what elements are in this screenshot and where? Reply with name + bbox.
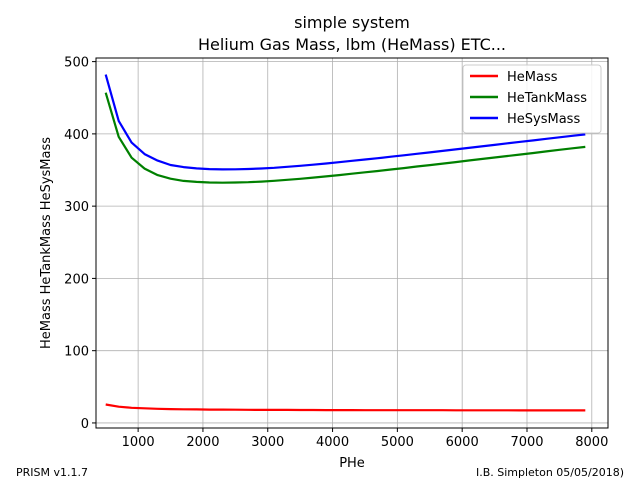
y-tick-label: 400	[64, 128, 89, 143]
series-lines	[104, 74, 586, 412]
footer-version: PRISM v1.1.7	[16, 466, 88, 479]
series-line-hesysmass	[104, 74, 586, 171]
legend-box	[462, 64, 602, 134]
y-tick-label: 200	[64, 272, 89, 287]
x-tick-label: 3000	[251, 435, 284, 450]
chart-subtitle: Helium Gas Mass, lbm (HeMass) ETC...	[198, 35, 506, 54]
y-axis-label: HeMass HeTankMass HeSysMass	[39, 137, 54, 349]
x-tick-label: 6000	[446, 435, 479, 450]
y-tick-label: 100	[64, 345, 89, 360]
legend-label-hetankmass: HeTankMass	[507, 91, 587, 106]
y-tick-label: 500	[64, 56, 89, 71]
series-line-hetankmass	[104, 92, 586, 184]
legend: HeMass HeTankMass HeSysMass	[462, 64, 602, 134]
series-line-hemass	[105, 403, 586, 412]
x-axis-label: PHe	[339, 456, 365, 471]
legend-label-hemass: HeMass	[507, 70, 558, 85]
chart-title: simple system	[294, 13, 410, 32]
x-tick-label: 4000	[316, 435, 349, 450]
y-tick-label: 0	[81, 417, 89, 432]
axis-ticks: 1000 2000 3000 4000 5000 6000 7000 8000 0 100 200 3…	[64, 56, 608, 450]
grid	[96, 58, 608, 428]
x-tick-label: 2000	[186, 435, 219, 450]
x-tick-label: 1000	[122, 435, 155, 450]
plot-area	[95, 57, 609, 429]
x-tick-label: 8000	[575, 435, 608, 450]
y-tick-label: 300	[64, 200, 89, 215]
x-tick-label: 5000	[381, 435, 414, 450]
legend-label-hesysmass: HeSysMass	[507, 112, 580, 127]
footer-author-date: I.B. Simpleton 05/05/2018)	[476, 466, 624, 479]
x-tick-label: 7000	[510, 435, 543, 450]
